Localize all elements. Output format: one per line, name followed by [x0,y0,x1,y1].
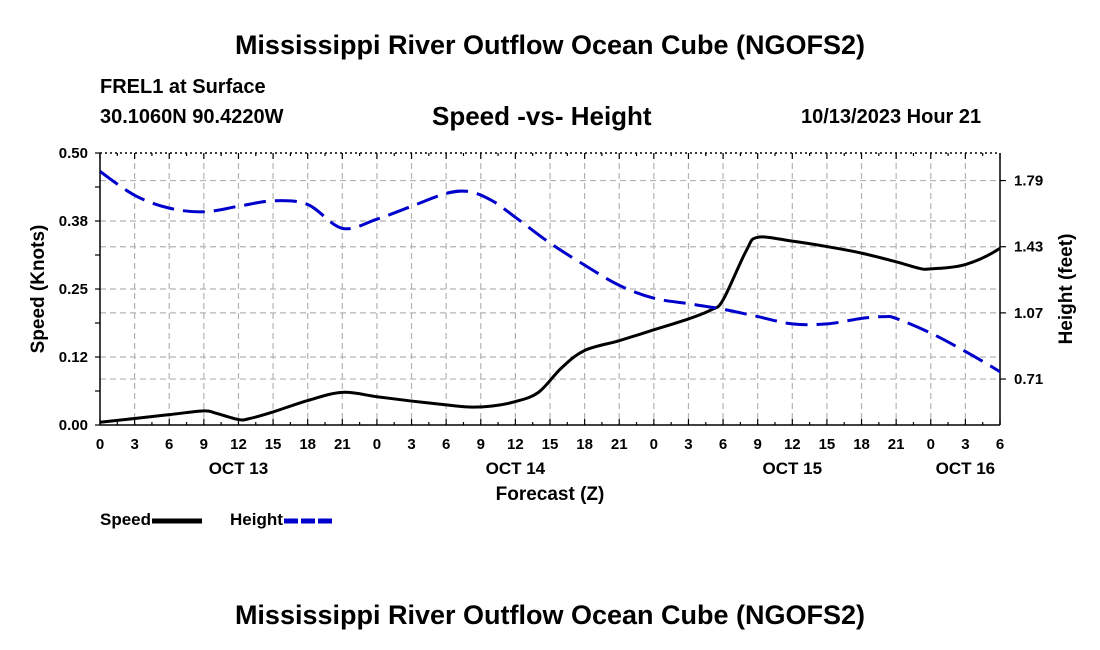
y2-tick-label: 0.71 [1014,371,1043,388]
day-label: OCT 16 [936,459,996,478]
legend-speed-swatch [152,518,203,524]
x-tick-label: 6 [996,436,1004,453]
y-tick-label: 0.25 [59,281,88,298]
x-tick-label: 0 [927,436,935,453]
x-tick-label: 18 [853,436,870,453]
x-tick-label: 21 [888,436,905,453]
legend-speed: Speed [100,510,203,530]
legend-height-label: Height [230,510,283,529]
day-label: OCT 14 [486,459,546,478]
legend-height: Height [230,510,335,530]
forecast-datetime: 10/13/2023 Hour 21 [801,106,982,128]
x-tick-label: 3 [684,436,692,453]
series-line-speed [100,235,1000,424]
x-tick-label: 9 [754,436,762,453]
x-tick-label: 21 [611,436,628,453]
day-label: OCT 15 [763,459,823,478]
x-tick-label: 6 [719,436,727,453]
series-line-height [100,170,1000,374]
y2-tick-label: 1.07 [1014,305,1043,322]
x-tick-label: 15 [265,436,282,453]
x-tick-label: 0 [373,436,381,453]
x-tick-label: 12 [784,436,801,453]
y-axis-label: Speed (Knots) [28,225,49,354]
y-tick-label: 0.00 [59,417,88,434]
chart-subtitle: Speed -vs- Height [432,101,652,131]
y-tick-label: 0.38 [59,213,88,230]
x-tick-label: 0 [96,436,104,453]
x-tick-label: 9 [200,436,208,453]
y2-tick-label: 1.43 [1014,239,1043,256]
day-label: OCT 13 [209,459,269,478]
x-tick-label: 6 [165,436,173,453]
x-tick-label: 0 [650,436,658,453]
x-tick-label: 21 [334,436,351,453]
x-tick-label: 12 [230,436,247,453]
legend-height-swatch [283,518,334,524]
station-coordinates: 30.1060N 90.4220W [100,106,284,128]
x-tick-label: 18 [299,436,316,453]
x-tick-label: 12 [507,436,524,453]
station-label: FREL1 at Surface [100,76,266,98]
x-tick-label: 3 [961,436,969,453]
x-tick-label: 18 [576,436,593,453]
legend-speed-label: Speed [100,510,152,529]
y2-tick-label: 1.79 [1014,173,1043,190]
y2-axis-label: Height (feet) [1056,234,1077,345]
main-title: Mississippi River Outflow Ocean Cube (NG… [234,30,866,60]
x-axis-label: Forecast (Z) [496,484,605,505]
x-tick-label: 3 [407,436,415,453]
x-tick-label: 15 [819,436,836,453]
y-tick-label: 0.12 [59,349,88,366]
x-tick-label: 15 [542,436,559,453]
main-title-repeat: Mississippi River Outflow Ocean Cube (NG… [234,600,866,630]
x-tick-label: 9 [477,436,485,453]
y-tick-label: 0.50 [59,145,88,162]
x-tick-label: 3 [130,436,138,453]
x-tick-label: 6 [442,436,450,453]
